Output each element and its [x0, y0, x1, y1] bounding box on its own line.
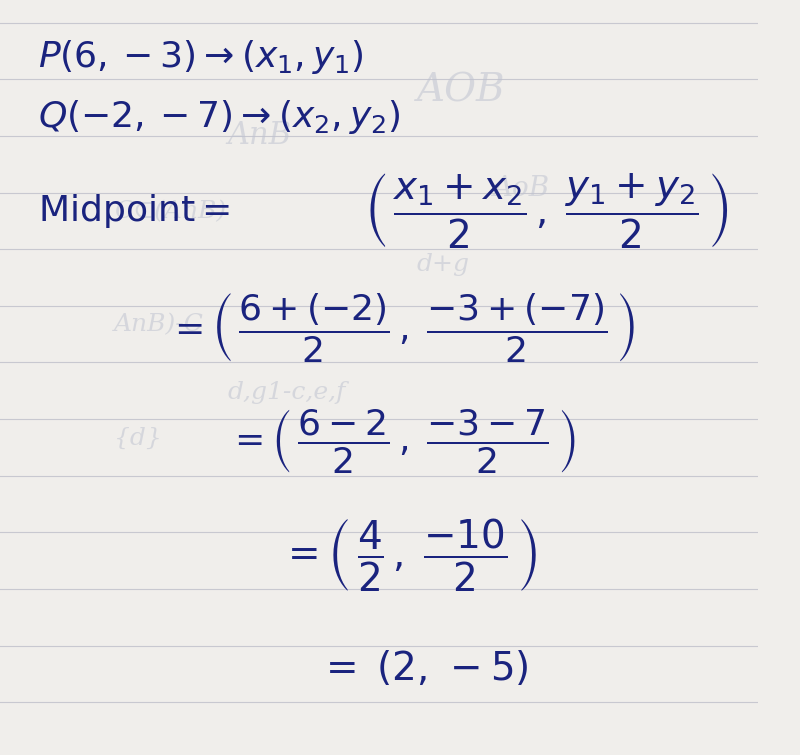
Text: AnB: AnB — [227, 120, 291, 152]
Text: $= \left(\, \dfrac{6+(-2)}{2}\,,\; \dfrac{-3+(-7)}{2}\,\right)$: $= \left(\, \dfrac{6+(-2)}{2}\,,\; \dfra… — [166, 291, 635, 365]
Text: d,g1-c,e,f: d,g1-c,e,f — [227, 381, 346, 404]
Text: $\mathrm{Midpoint} = $: $\mathrm{Midpoint} = $ — [38, 193, 230, 230]
Text: $= \left(\, \dfrac{4}{2}\,,\; \dfrac{-10}{2}\,\right)$: $= \left(\, \dfrac{4}{2}\,,\; \dfrac{-10… — [280, 516, 538, 593]
Text: AOB: AOB — [417, 72, 506, 109]
Text: $Q(-2,-7) \rightarrow (x_2,y_2)$: $Q(-2,-7) \rightarrow (x_2,y_2)$ — [38, 98, 401, 136]
Text: AnB)-C: AnB)-C — [114, 313, 203, 336]
Text: $= \;(2,\,-5)$: $= \;(2,\,-5)$ — [318, 649, 529, 688]
Text: AoB: AoB — [493, 175, 550, 202]
Text: $\left(\, \dfrac{x_1+x_2}{2}\,,\; \dfrac{y_1+y_2}{2}\,\right)$: $\left(\, \dfrac{x_1+x_2}{2}\,,\; \dfrac… — [364, 172, 728, 251]
Text: $= \left(\, \dfrac{6-2}{2}\,,\; \dfrac{-3-7}{2}\,\right)$: $= \left(\, \dfrac{6-2}{2}\,,\; \dfrac{-… — [227, 408, 576, 476]
Text: $P(6,-3) \rightarrow (x_1,y_1)$: $P(6,-3) \rightarrow (x_1,y_1)$ — [38, 38, 363, 76]
Text: {d}: {d} — [114, 427, 162, 449]
Text: C⊂(AnB): C⊂(AnB) — [114, 200, 226, 223]
Text: d+g: d+g — [417, 253, 470, 276]
